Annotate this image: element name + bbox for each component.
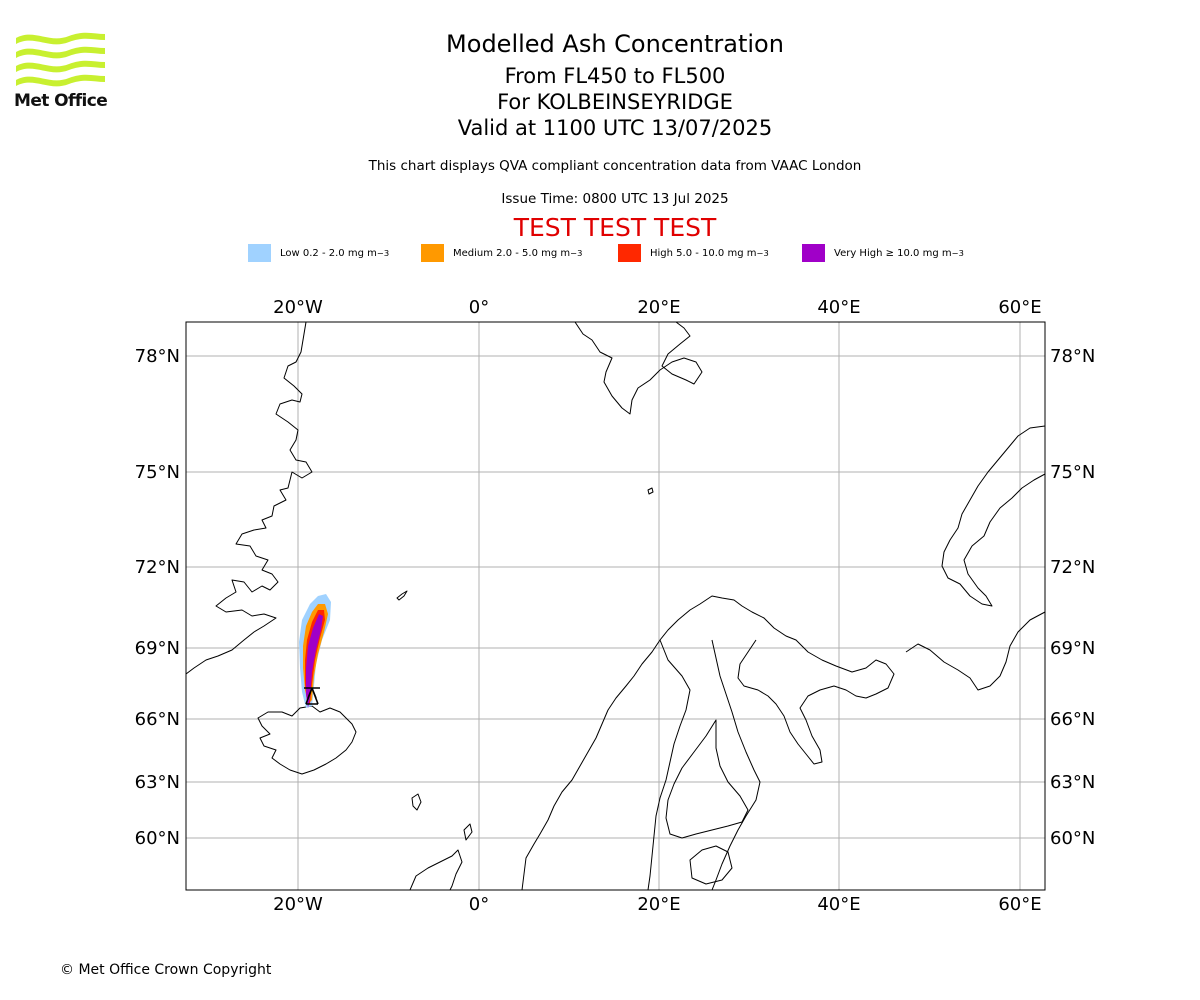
lat-label-right-60n: 60°N (1050, 828, 1095, 849)
lat-label-left-63n: 63°N (135, 772, 180, 793)
lon-label-top-20e: 20°E (637, 297, 680, 318)
baltic-islands (689, 845, 733, 885)
kola-peninsula (905, 611, 1045, 691)
volcano-name: For KOLBEINSEYRIDGE (497, 90, 733, 114)
legend-item-very-high: Very High ≥ 10.0 mg m −3 (802, 244, 964, 262)
lat-labels-left: 78°N 75°N 72°N 69°N 66°N 63°N 60°N (135, 346, 180, 849)
lon-label-bottom-20e: 20°E (637, 894, 680, 915)
iceland-coastline (257, 705, 357, 775)
lat-label-right-69n: 69°N (1050, 638, 1095, 659)
volcano-marker-icon (304, 687, 320, 705)
legend-swatch-very-high (802, 244, 825, 262)
legend-item-high: High 5.0 - 10.0 mg m −3 (618, 244, 769, 262)
shetland-islands (463, 823, 473, 841)
lon-labels-top: 20°W 0° 20°E 40°E 60°E (273, 297, 1041, 318)
svalbard-coastline (574, 322, 703, 415)
copyright-notice: © Met Office Crown Copyright (60, 962, 272, 978)
met-office-waves-icon (16, 32, 105, 87)
legend-item-low: Low 0.2 - 2.0 mg m −3 (248, 244, 389, 262)
norway-sweden-border (647, 639, 691, 890)
legend-label-high: High 5.0 - 10.0 mg m (650, 247, 757, 259)
legend-label-medium: Medium 2.0 - 5.0 mg m (453, 247, 571, 259)
lat-label-right-75n: 75°N (1050, 462, 1095, 483)
lat-label-left-60n: 60°N (135, 828, 180, 849)
legend-swatch-medium (421, 244, 444, 262)
greenland-coastline (186, 322, 313, 675)
lon-label-top-40e: 40°E (817, 297, 860, 318)
lat-label-left-66n: 66°N (135, 709, 180, 730)
concentration-legend: Low 0.2 - 2.0 mg m −3 Medium 2.0 - 5.0 mg… (0, 244, 1200, 264)
valid-time: Valid at 1100 UTC 13/07/2025 (457, 116, 773, 140)
lat-label-right-72n: 72°N (1050, 557, 1095, 578)
lat-labels-right: 78°N 75°N 72°N 69°N 66°N 63°N 60°N (1050, 346, 1095, 849)
legend-item-medium: Medium 2.0 - 5.0 mg m −3 (421, 244, 582, 262)
lon-label-bottom-40e: 40°E (817, 894, 860, 915)
chart-title: Modelled Ash Concentration (446, 30, 784, 58)
lat-label-left-72n: 72°N (135, 557, 180, 578)
lat-label-right-66n: 66°N (1050, 709, 1095, 730)
lon-label-top-60e: 60°E (998, 297, 1041, 318)
legend-swatch-low (248, 244, 271, 262)
legend-unit-sup: −3 (376, 248, 390, 258)
plume-very-high (306, 614, 323, 708)
jan-mayen-island (396, 590, 408, 601)
lon-label-bottom-20w: 20°W (273, 894, 323, 915)
bear-island (647, 487, 654, 495)
lon-label-bottom-60e: 60°E (998, 894, 1041, 915)
legend-label-very-high: Very High ≥ 10.0 mg m (834, 247, 952, 259)
lon-label-bottom-0: 0° (469, 894, 489, 915)
legend-unit-sup: −3 (951, 248, 964, 258)
lat-label-left-75n: 75°N (135, 462, 180, 483)
legend-label-low: Low 0.2 - 2.0 mg m (280, 247, 377, 259)
lat-label-left-78n: 78°N (135, 346, 180, 367)
gulf-of-bothnia (665, 719, 749, 839)
scandinavia-coastline (521, 595, 895, 890)
map-gridlines (186, 322, 1045, 890)
legend-unit-sup: −3 (570, 248, 583, 258)
lon-labels-bottom: 20°W 0° 20°E 40°E 60°E (273, 894, 1041, 915)
lat-label-right-63n: 63°N (1050, 772, 1095, 793)
compliance-note: This chart displays QVA compliant concen… (368, 158, 862, 174)
met-office-logo-text: Met Office (14, 91, 108, 111)
novaya-zemlya-coastline (941, 425, 1045, 607)
test-banner: TEST TEST TEST (513, 213, 717, 242)
lat-label-right-78n: 78°N (1050, 346, 1095, 367)
faroe-islands (411, 793, 422, 811)
met-office-logo: Met Office (14, 30, 109, 112)
flight-level-range: From FL450 to FL500 (504, 64, 726, 88)
legend-swatch-high (618, 244, 641, 262)
finland-border (711, 639, 761, 890)
ash-plume (299, 594, 331, 708)
lat-label-left-69n: 69°N (135, 638, 180, 659)
issue-time: Issue Time: 0800 UTC 13 Jul 2025 (501, 191, 729, 207)
lon-label-top-0: 0° (469, 297, 489, 318)
scotland-coastline (409, 849, 463, 890)
map-frame (185, 321, 1046, 891)
lon-label-top-20w: 20°W (273, 297, 323, 318)
legend-unit-sup: −3 (756, 248, 769, 258)
